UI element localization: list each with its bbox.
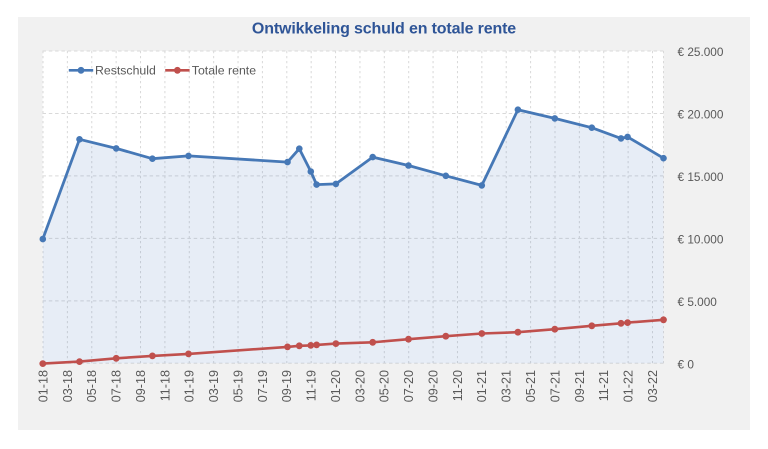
svg-text:05-20: 05-20	[378, 370, 392, 402]
svg-text:05-21: 05-21	[524, 370, 538, 402]
svg-text:€ 15.000: € 15.000	[678, 170, 724, 184]
svg-text:07-19: 07-19	[256, 370, 270, 402]
svg-text:11-19: 11-19	[305, 370, 319, 401]
svg-text:€ 10.000: € 10.000	[678, 232, 724, 246]
svg-text:01-19: 01-19	[183, 370, 197, 402]
svg-text:03-18: 03-18	[61, 370, 75, 402]
svg-text:€ 5.000: € 5.000	[678, 295, 718, 309]
svg-text:09-20: 09-20	[426, 370, 440, 402]
svg-text:11-18: 11-18	[158, 370, 172, 401]
svg-text:01-22: 01-22	[622, 370, 636, 402]
svg-text:05-18: 05-18	[85, 370, 99, 402]
svg-text:07-18: 07-18	[110, 370, 124, 402]
svg-text:03-19: 03-19	[207, 370, 221, 402]
svg-text:03-21: 03-21	[500, 370, 514, 402]
svg-text:11-21: 11-21	[597, 370, 611, 401]
svg-text:07-20: 07-20	[402, 370, 416, 402]
svg-text:03-20: 03-20	[353, 370, 367, 402]
svg-text:01-18: 01-18	[36, 370, 50, 402]
svg-text:01-21: 01-21	[475, 370, 489, 402]
svg-text:05-19: 05-19	[231, 370, 245, 402]
svg-text:09-21: 09-21	[573, 370, 587, 402]
svg-text:€ 20.000: € 20.000	[678, 107, 724, 121]
svg-text:Totale rente: Totale rente	[192, 64, 256, 78]
svg-text:Ontwikkeling schuld en totale: Ontwikkeling schuld en totale rente	[252, 21, 516, 38]
svg-text:09-19: 09-19	[280, 370, 294, 402]
svg-text:€ 25.000: € 25.000	[678, 45, 724, 59]
svg-text:03-22: 03-22	[646, 370, 660, 402]
svg-text:11-20: 11-20	[451, 370, 465, 401]
svg-text:01-20: 01-20	[329, 370, 343, 402]
svg-text:09-18: 09-18	[134, 370, 148, 402]
svg-text:Restschuld: Restschuld	[95, 64, 156, 78]
svg-text:07-21: 07-21	[548, 370, 562, 402]
svg-text:€ 0: € 0	[678, 357, 695, 371]
